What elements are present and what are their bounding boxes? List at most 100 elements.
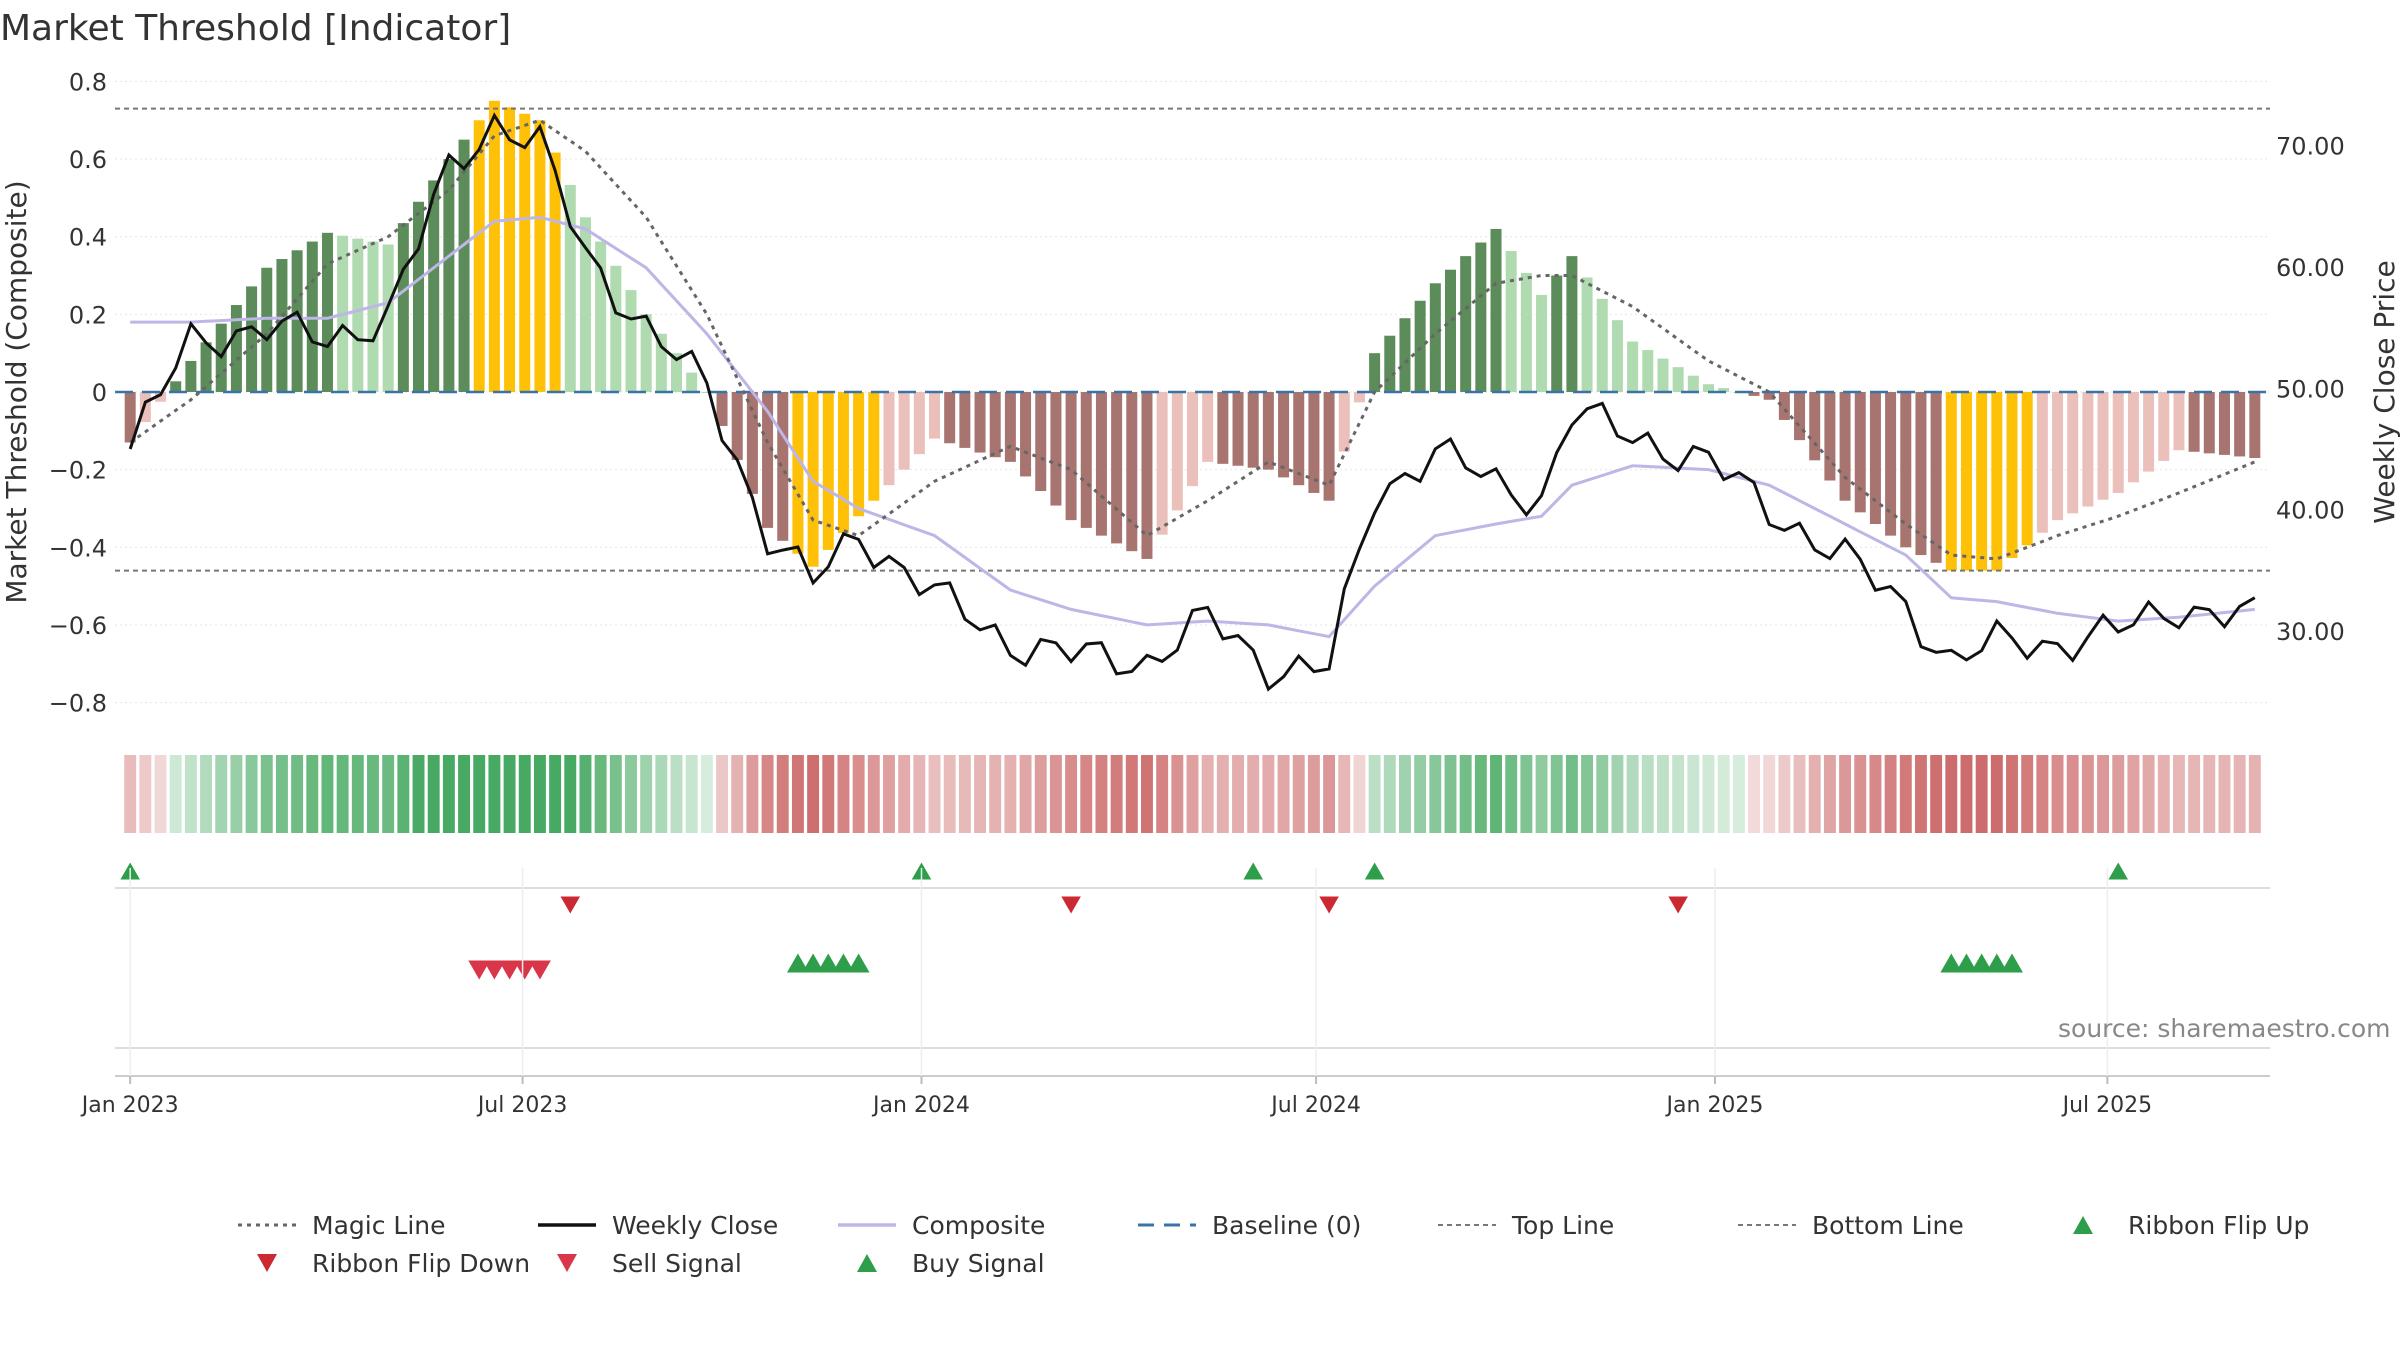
legend-item-bottom: Bottom Line [1736, 1206, 1964, 1244]
ribbon-cell [1869, 755, 1882, 833]
ribbon-cell [518, 755, 531, 833]
histogram-bar [1004, 392, 1016, 462]
triangle-up-icon [2073, 1216, 2093, 1234]
histogram-bar [2173, 392, 2185, 451]
histogram-bar [1262, 392, 1274, 470]
histogram-bar [883, 392, 895, 486]
ribbon-cell [1823, 755, 1836, 833]
histogram-bar [291, 250, 303, 392]
ribbon-cell [1702, 755, 1715, 833]
ribbon-cell [230, 755, 243, 833]
y-tick-label: −0.4 [49, 534, 107, 562]
ribbon-cell [1444, 755, 1457, 833]
ribbon-cell [2051, 755, 2064, 833]
histogram-bar [534, 120, 546, 392]
ribbon-cell [351, 755, 364, 833]
ribbon-cell [2066, 755, 2079, 833]
ribbon-cell [776, 755, 789, 833]
ribbon-cell [1125, 755, 1138, 833]
x-tick-label: Jan 2024 [871, 1093, 970, 1118]
ribbon-cell [1262, 755, 1275, 833]
histogram-bar [989, 392, 1001, 458]
ribbon-cell [2142, 755, 2155, 833]
histogram-bar [1748, 392, 1760, 396]
histogram-bar [428, 180, 440, 392]
histogram-bar [1915, 392, 1927, 556]
histogram-bar [1794, 392, 1806, 441]
histogram-bar [1232, 392, 1244, 466]
histogram-bar [1429, 283, 1441, 392]
histogram-bar [2249, 392, 2261, 458]
ribbon-cell [2233, 755, 2246, 833]
histogram-bar [1551, 275, 1563, 392]
y2-tick-label: 30.00 [2276, 618, 2345, 646]
histogram-bar [1885, 392, 1897, 536]
histogram-bar [488, 100, 500, 392]
histogram-bar [1247, 392, 1259, 468]
triangle-up-icon [857, 1254, 877, 1272]
ribbon-cell [1019, 755, 1032, 833]
ribbon-cell [1049, 755, 1062, 833]
histogram-bar [1854, 392, 1866, 513]
histogram-bar [473, 120, 485, 392]
ribbon-cell [1641, 755, 1654, 833]
dashed-line-icon [1738, 1224, 1796, 1226]
histogram-bar [579, 217, 591, 392]
ribbon-cell [807, 755, 820, 833]
legend-label: Composite [912, 1210, 1046, 1240]
histogram-bar [762, 392, 774, 528]
ribbon-cell [2127, 755, 2140, 833]
buy-signal-marker [817, 953, 840, 973]
ribbon-cell [1277, 755, 1290, 833]
ribbon-cell [1975, 755, 1988, 833]
y-tick-label: 0.2 [69, 301, 107, 329]
x-tick-label: Jan 2025 [1665, 1093, 1764, 1118]
ribbon-cell [1414, 755, 1427, 833]
histogram-bar [1111, 392, 1123, 544]
ribbon-cell [1201, 755, 1214, 833]
ribbon-cell [1732, 755, 1745, 833]
solid-line-icon [538, 1223, 596, 1227]
ribbon-cell [1717, 755, 1730, 833]
histogram-bar [1702, 384, 1714, 392]
histogram-bar [625, 290, 637, 392]
histogram-bar [1718, 388, 1730, 392]
ribbon-cell [1034, 755, 1047, 833]
histogram-bar [246, 286, 258, 392]
ribbon-cell [791, 755, 804, 833]
y-tick-label: −0.8 [49, 690, 107, 718]
ribbon-cell [2112, 755, 2125, 833]
signals-layer [115, 862, 2270, 1049]
ribbon-cell [1247, 755, 1260, 833]
histogram-bar [1126, 392, 1138, 552]
ribbon-flip-up-marker [1364, 862, 1385, 880]
ribbon-cell [1550, 755, 1563, 833]
sell-signal-marker [513, 960, 536, 980]
legend-item-composite: Composite [836, 1206, 1045, 1244]
ribbon-cell [1763, 755, 1776, 833]
dashed-line-icon [1438, 1224, 1496, 1226]
legend-label: Magic Line [312, 1210, 446, 1240]
y-tick-label: 0.8 [69, 68, 107, 96]
histogram-bar [1156, 392, 1168, 535]
ribbon-cell [716, 755, 729, 833]
histogram-bar [898, 392, 910, 470]
histogram-bar [1460, 256, 1472, 392]
ribbon-cell [2248, 755, 2261, 833]
buy-signal-marker [1940, 953, 1963, 973]
legend-label: Buy Signal [912, 1248, 1045, 1278]
triangle-down-icon [557, 1254, 577, 1272]
histogram-bar [1338, 392, 1350, 452]
y2-tick-label: 70.00 [2276, 133, 2345, 161]
ribbon-cell [928, 755, 941, 833]
histogram-bar [261, 267, 273, 392]
histogram-bar [1444, 269, 1456, 392]
ribbon-cell [1990, 755, 2003, 833]
ribbon-cell [2188, 755, 2201, 833]
ribbon-cell [2203, 755, 2216, 833]
histogram-bar [2143, 392, 2155, 472]
histogram-bar [1976, 392, 1988, 571]
ribbon-cell [1004, 755, 1017, 833]
sell-signal-marker [483, 960, 506, 980]
histogram-bar [321, 232, 333, 392]
